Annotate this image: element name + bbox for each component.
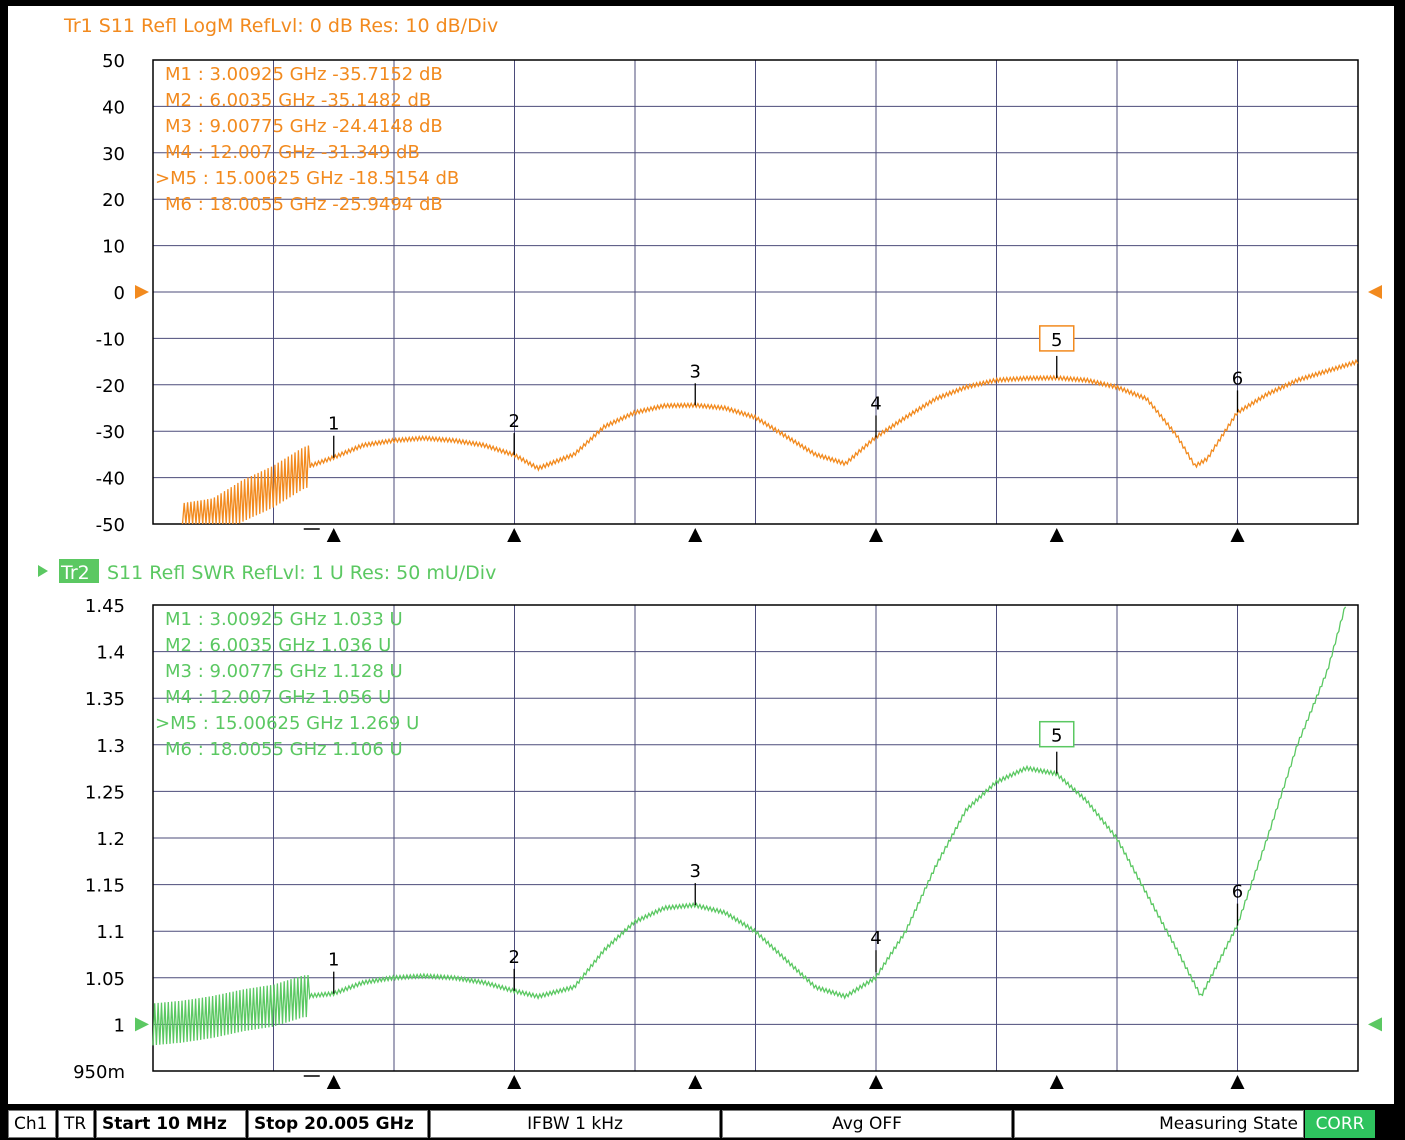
active-trace-arrow (38, 565, 48, 577)
chart-title: Tr1 S11 Refl LogM RefLvl: 0 dB Res: 10 d… (63, 15, 498, 37)
status-bar: Ch1 TR Start 10 MHz Stop 20.005 GHz IFBW… (0, 1106, 1405, 1140)
plot-frame (152, 604, 1359, 1072)
chart-title: S11 Refl SWR RefLvl: 1 U Res: 50 mU/Div (107, 562, 496, 584)
marker-position-triangle (1230, 528, 1245, 542)
plot-frame (152, 59, 1359, 525)
y-tick-label: 1.3 (96, 736, 125, 757)
y-tick-label: 0 (114, 283, 125, 304)
marker-label-3: 3 (690, 361, 701, 382)
y-tick-label: -40 (96, 469, 125, 490)
marker-position-triangle (1049, 528, 1064, 542)
marker-position-triangle (688, 1075, 703, 1089)
marker-position-triangle (869, 1075, 883, 1089)
marker-readout-row: >M5 : 15.00625 GHz 1.269 U (155, 713, 419, 734)
ref-level-arrow-right (1368, 1017, 1382, 1032)
ref-level-arrow-left (135, 1017, 149, 1032)
marker-readout-row: M3 : 9.00775 GHz -24.4148 dB (165, 116, 443, 137)
averaging-setting[interactable]: Avg OFF (722, 1110, 1012, 1138)
active-marker-box (1039, 720, 1075, 748)
y-tick-label: 50 (102, 51, 125, 72)
y-tick-label: 20 (102, 190, 125, 211)
marker-readout-row: M6 : 18.0055 GHz 1.106 U (165, 739, 403, 760)
stop-frequency[interactable]: Stop 20.005 GHz (248, 1110, 428, 1138)
marker-position-triangle (326, 528, 341, 542)
marker-position-triangle (1230, 1075, 1245, 1089)
marker-position-triangle (869, 528, 883, 542)
ifbw-setting[interactable]: IFBW 1 kHz (430, 1110, 720, 1138)
marker-label-1: 1 (328, 414, 339, 435)
ref-level-arrow-left (135, 285, 149, 299)
marker-readout-row: M6 : 18.0055 GHz -25.9494 dB (165, 194, 443, 215)
marker-label-3: 3 (690, 861, 701, 882)
measure-mode-indicator[interactable]: TR (58, 1110, 94, 1138)
trace-tag: Tr2 (60, 562, 90, 584)
y-tick-label: 950m (73, 1062, 125, 1083)
marker-label-5: 5 (1051, 330, 1062, 351)
y-tick-label: 1.2 (96, 829, 125, 850)
marker-readout-row: M1 : 3.00925 GHz 1.033 U (165, 609, 403, 630)
y-tick-label: -20 (96, 376, 125, 397)
channel-indicator[interactable]: Ch1 (8, 1110, 56, 1138)
vna-chart: Tr1 S11 Refl LogM RefLvl: 0 dB Res: 10 d… (38, 15, 1382, 1089)
marker-readout-row: M2 : 6.0035 GHz -35.1482 dB (165, 90, 431, 111)
trace-line (152, 606, 1347, 1046)
y-tick-label: -10 (96, 329, 125, 350)
y-tick-label: 1.45 (85, 596, 125, 617)
y-tick-label: 1.35 (85, 689, 125, 710)
y-tick-label: 1.4 (96, 643, 125, 664)
y-tick-label: -50 (96, 515, 125, 536)
screen-edge (1394, 0, 1405, 1106)
marker-readout-row: M4 : 12.007 GHz 1.056 U (165, 687, 391, 708)
chart-panel-tr2: Tr2 S11 Refl SWR RefLvl: 1 U Res: 50 mU/D… (38, 559, 1382, 1089)
active-marker-box (1039, 325, 1075, 352)
marker-position-triangle (688, 528, 703, 542)
marker-label-6: 6 (1232, 368, 1243, 389)
marker-label-4: 4 (870, 393, 881, 414)
y-tick-label: 1.05 (85, 969, 125, 990)
marker-position-triangle (507, 528, 522, 542)
y-tick-label: 1.15 (85, 876, 125, 897)
correction-indicator[interactable]: CORR (1305, 1110, 1375, 1138)
start-frequency[interactable]: Start 10 MHz (96, 1110, 246, 1138)
measuring-state: Measuring State (1014, 1110, 1304, 1138)
y-tick-label: 40 (102, 97, 125, 118)
marker-label-1: 1 (328, 950, 339, 971)
marker-readout-row: M2 : 6.0035 GHz 1.036 U (165, 635, 391, 656)
y-tick-label: 30 (102, 144, 125, 165)
plot-area: Tr1 S11 Refl LogM RefLvl: 0 dB Res: 10 d… (8, 6, 1394, 1104)
marker-position-triangle (1049, 1075, 1064, 1089)
chart-panel-tr1: Tr1 S11 Refl LogM RefLvl: 0 dB Res: 10 d… (63, 15, 1382, 542)
marker-readout-row: M3 : 9.00775 GHz 1.128 U (165, 661, 403, 682)
marker-label-5: 5 (1051, 726, 1062, 747)
trace-line (181, 358, 1359, 525)
marker-position-triangle (507, 1075, 522, 1089)
ref-level-arrow-right (1368, 285, 1382, 299)
y-tick-label: 1 (114, 1015, 125, 1036)
marker-label-2: 2 (508, 947, 519, 968)
marker-label-2: 2 (508, 411, 519, 432)
trace-tag-box (59, 559, 99, 583)
y-tick-label: 10 (102, 237, 125, 258)
marker-label-6: 6 (1232, 882, 1243, 903)
marker-readout-row: M1 : 3.00925 GHz -35.7152 dB (165, 64, 443, 85)
marker-readout-row: M4 : 12.007 GHz -31.349 dB (165, 142, 420, 163)
y-tick-label: 1.1 (96, 922, 125, 943)
marker-readout-row: >M5 : 15.00625 GHz -18.5154 dB (155, 168, 459, 189)
y-tick-label: -30 (96, 422, 125, 443)
y-tick-label: 1.25 (85, 782, 125, 803)
marker-position-triangle (326, 1075, 341, 1089)
marker-label-4: 4 (870, 928, 881, 949)
